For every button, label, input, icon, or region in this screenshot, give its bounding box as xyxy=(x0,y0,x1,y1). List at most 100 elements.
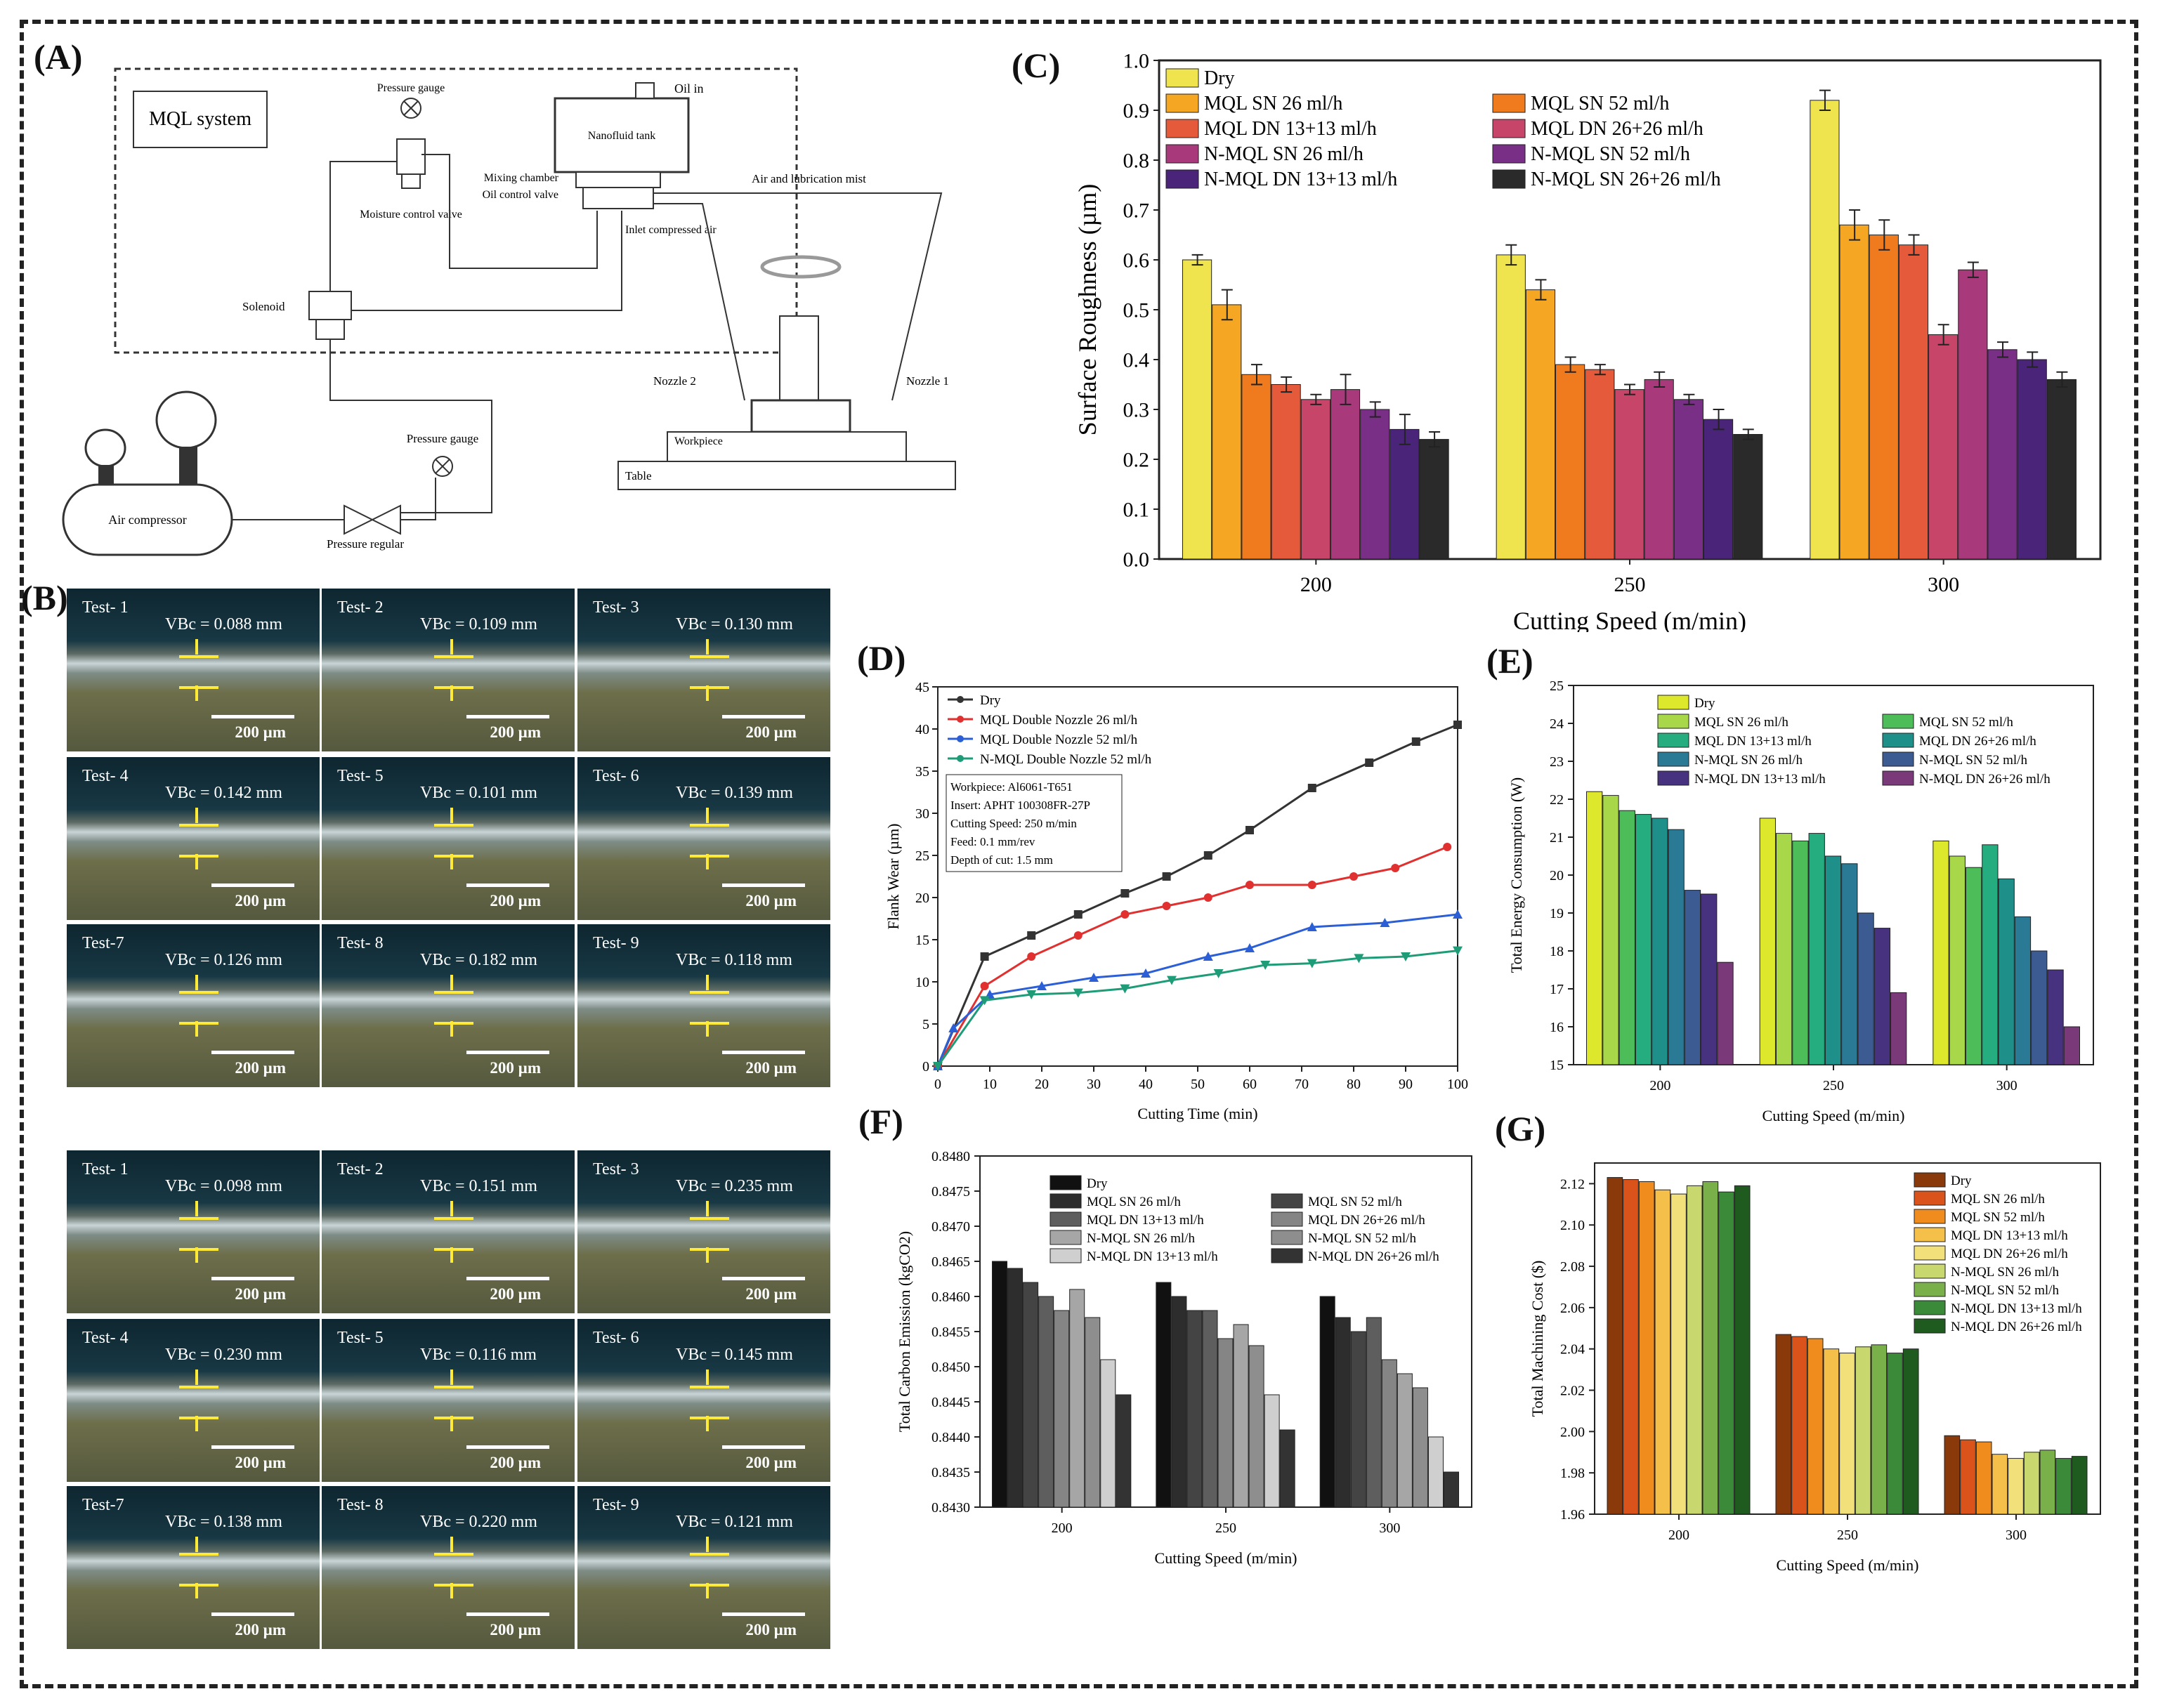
legend-label: N-MQL DN 13+13 ml/h xyxy=(1694,772,1826,787)
legend-swatch xyxy=(1165,93,1199,113)
test-label: Test- 3 xyxy=(593,598,639,617)
wear-marker xyxy=(434,991,473,1025)
bar xyxy=(1775,833,1793,1065)
mist-label: Air and lubrication mist xyxy=(752,172,866,185)
bar xyxy=(2039,1450,2056,1515)
bar xyxy=(1808,833,1825,1065)
data-point xyxy=(1365,758,1374,767)
arrow-up-icon xyxy=(706,685,709,701)
test-label: Test- 6 xyxy=(593,767,639,785)
wear-photo: Test- 1 VBc = 0.088 mm 200 µm xyxy=(67,589,320,751)
bar xyxy=(1023,1282,1039,1508)
y-tick-label: 0.8455 xyxy=(931,1325,970,1340)
y-tick-label: 10 xyxy=(915,975,929,990)
test-label: Test- 1 xyxy=(82,598,129,617)
y-tick-label: 2.02 xyxy=(1560,1384,1585,1399)
legend-swatch xyxy=(1914,1245,1946,1261)
bar xyxy=(1212,304,1242,560)
data-point xyxy=(1162,872,1171,881)
bar xyxy=(1654,1189,1671,1515)
legend-label: MQL DN 26+26 ml/h xyxy=(1951,1247,2068,1261)
moisture-valve-label: Moisture control valve xyxy=(360,209,462,221)
bar xyxy=(1330,389,1361,560)
legend-marker xyxy=(957,755,964,762)
arrow-down-icon xyxy=(706,1369,709,1385)
x-tick-label: 200 xyxy=(1649,1078,1670,1093)
y-axis-label: Total Carbon Emission (kgCO2) xyxy=(896,1231,913,1432)
bar xyxy=(1182,259,1212,560)
y-tick-label: 0.6 xyxy=(1123,249,1150,272)
bar xyxy=(2071,1456,2088,1515)
data-point xyxy=(1245,943,1255,952)
legend-label: N-MQL SN 26 ml/h xyxy=(1087,1231,1195,1246)
scale-label: 200 µm xyxy=(490,892,541,909)
bar xyxy=(2046,379,2077,560)
bar xyxy=(1100,1359,1116,1508)
x-tick-label: 10 xyxy=(983,1077,997,1092)
chart-flank-wear: 0 5 10 15 20 25 30 35 40 45 0 10 20 30 40 50 60 70 80 90 100… xyxy=(884,680,1468,1122)
wear-photo: Test-7 VBc = 0.138 mm 200 µm xyxy=(67,1486,320,1649)
scale-label: 200 µm xyxy=(235,1621,286,1638)
vbc-label: VBc = 0.142 mm xyxy=(165,784,282,802)
y-tick-label: 0.3 xyxy=(1123,399,1150,422)
bar xyxy=(1928,334,1958,560)
scale-bar xyxy=(466,1277,549,1280)
legend-swatch xyxy=(1492,93,1526,113)
scale-bar xyxy=(211,1051,294,1054)
x-axis-label: Cutting Time (min) xyxy=(1137,1105,1257,1122)
y-tick-label: 0.8480 xyxy=(931,1149,970,1164)
y-tick-label: 0.7 xyxy=(1123,199,1150,223)
y-tick-label: 2.10 xyxy=(1560,1218,1585,1233)
data-point xyxy=(1349,872,1358,881)
y-axis-label: Total Machining Cost ($) xyxy=(1529,1261,1546,1417)
test-label: Test- 4 xyxy=(82,767,129,785)
y-tick-label: 15 xyxy=(1550,1058,1564,1073)
arrow-down-icon xyxy=(706,808,709,823)
test-label: Test- 8 xyxy=(337,1496,384,1514)
vbc-label: VBc = 0.101 mm xyxy=(420,784,537,802)
data-point xyxy=(1203,952,1213,961)
inlet-label: Inlet compressed air xyxy=(625,224,717,236)
bar xyxy=(1335,1317,1351,1508)
bar xyxy=(1898,244,1929,560)
bar xyxy=(2055,1458,2072,1515)
x-tick-label: 250 xyxy=(1614,573,1646,596)
arrow-down-icon xyxy=(450,1537,453,1552)
test-label: Test- 9 xyxy=(593,934,639,952)
bar xyxy=(1958,269,1988,560)
legend-swatch xyxy=(1882,714,1914,729)
legend-label: N-MQL SN 52 ml/h xyxy=(1951,1283,2059,1298)
x-tick-label: 200 xyxy=(1300,573,1332,596)
y-tick-label: 0.2 xyxy=(1123,449,1150,472)
legend-label: MQL Double Nozzle 26 ml/h xyxy=(980,713,1138,728)
x-tick-label: 100 xyxy=(1447,1077,1468,1092)
legend-swatch xyxy=(1657,714,1689,729)
bar xyxy=(1668,829,1685,1065)
bar xyxy=(1389,428,1420,560)
scale-bar xyxy=(466,1612,549,1616)
scale-label: 200 µm xyxy=(745,1285,797,1303)
scale-bar xyxy=(722,1612,805,1616)
legend-label: N-MQL DN 26+26 ml/h xyxy=(1951,1320,2082,1334)
legend-marker xyxy=(957,735,964,742)
legend-swatch xyxy=(1165,119,1199,138)
bar xyxy=(1202,1310,1218,1508)
x-axis-label: Cutting Speed (m/min) xyxy=(1513,607,1746,632)
data-point xyxy=(980,982,989,990)
wear-marker xyxy=(179,655,218,689)
data-point xyxy=(1167,975,1177,985)
legend-swatch xyxy=(1049,1193,1082,1209)
bar xyxy=(1890,992,1907,1065)
x-tick-label: 40 xyxy=(1139,1077,1153,1092)
oil-valve-label: Oil control valve xyxy=(483,189,558,201)
wear-marker xyxy=(434,1553,473,1587)
nozzle2-label: Nozzle 2 xyxy=(653,374,696,388)
scale-bar xyxy=(466,1445,549,1449)
wear-marker xyxy=(690,1553,729,1587)
bar xyxy=(1807,1338,1824,1515)
wear-photo: Test- 5 VBc = 0.101 mm 200 µm xyxy=(322,757,575,920)
y-tick-label: 0.8 xyxy=(1123,150,1150,173)
y-tick-label: 20 xyxy=(1550,868,1564,883)
x-axis-label: Cutting Speed (m/min) xyxy=(1777,1556,1919,1574)
vbc-label: VBc = 0.139 mm xyxy=(676,784,793,802)
